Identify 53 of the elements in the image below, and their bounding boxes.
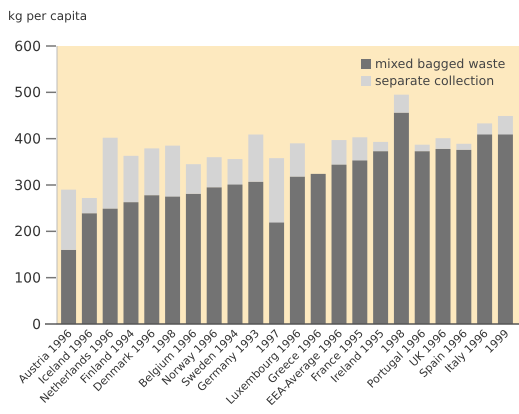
bar: [414, 151, 430, 324]
bar: [165, 146, 180, 197]
bar: [206, 187, 222, 324]
bar: [352, 137, 368, 160]
y-tick-label: 600: [14, 38, 41, 55]
bar: [269, 158, 284, 223]
bar: [477, 123, 492, 134]
bar: [456, 144, 472, 150]
bar: [228, 159, 242, 185]
bar: [186, 164, 201, 194]
y-tick-label: 300: [14, 178, 41, 194]
legend-label: mixed bagged waste: [375, 56, 506, 71]
y-tick-label: 500: [14, 85, 41, 102]
bar: [61, 190, 76, 250]
y-tick-label: 400: [14, 132, 41, 148]
bar: [373, 151, 388, 324]
bar: [498, 116, 513, 134]
bar: [123, 156, 138, 202]
y-tick-label: 100: [14, 270, 41, 287]
bar: [102, 208, 118, 324]
bar: [373, 142, 388, 152]
bar: [144, 195, 160, 324]
bar: [477, 134, 492, 324]
bar: [436, 138, 451, 149]
y-tick-label: 0: [32, 316, 41, 333]
bar: [123, 202, 138, 324]
bar: [310, 174, 326, 324]
bar: [332, 140, 346, 165]
bar: [248, 182, 264, 324]
bar: [352, 160, 368, 324]
bar: [456, 150, 472, 324]
bar: [332, 164, 346, 324]
y-tick-label: 200: [14, 224, 41, 240]
bar: [436, 148, 451, 324]
bar: [248, 134, 264, 182]
bar: [186, 194, 201, 324]
bar: [394, 112, 409, 324]
bar: [228, 184, 242, 324]
bar: [290, 143, 305, 177]
bar: [61, 250, 76, 324]
bar: [414, 144, 430, 152]
bar: [206, 157, 222, 188]
bar: [144, 148, 160, 196]
bar: [290, 176, 305, 324]
bar: [498, 134, 513, 324]
bar: [82, 198, 97, 214]
bar: [269, 222, 284, 324]
y-axis-title: kg per capita: [8, 9, 88, 23]
legend-label: separate collection: [375, 73, 494, 88]
bar: [82, 213, 97, 324]
bar: [394, 94, 409, 113]
bar: [102, 138, 118, 209]
bar: [165, 196, 180, 324]
